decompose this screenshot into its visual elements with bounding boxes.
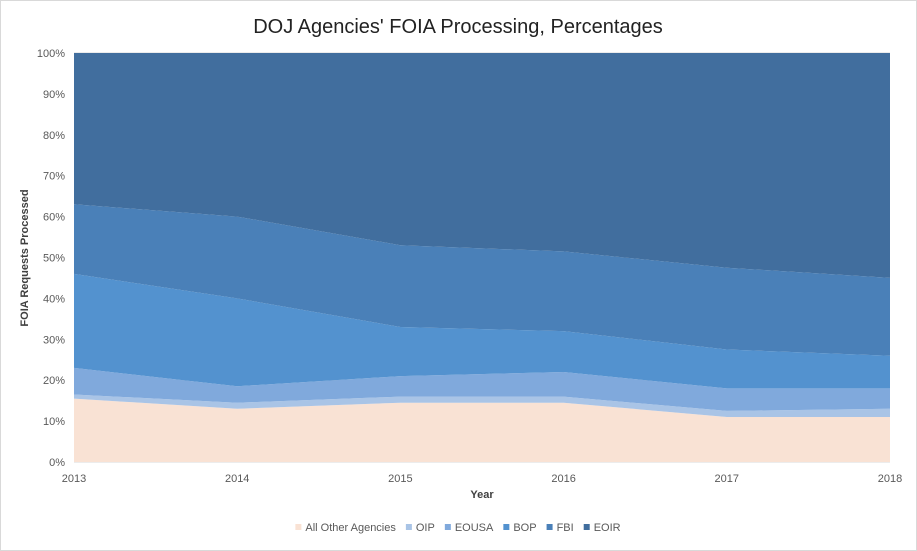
legend-label: FBI [557, 522, 574, 534]
legend-item: EOUSA [444, 522, 494, 534]
chart-title: DOJ Agencies' FOIA Processing, Percentag… [253, 16, 663, 38]
legend-swatch [583, 524, 590, 530]
legend-swatch [503, 524, 510, 530]
legend-items: All Other Agencies OIP EOUSA BOP FBI EOIR [295, 522, 621, 534]
area-oip [74, 394, 890, 417]
y-axis-title: FOIA Requests Processed [19, 189, 31, 326]
area-eoir [74, 53, 890, 278]
y-tick-label: 100% [37, 48, 65, 60]
legend-item: BOP [503, 522, 537, 534]
y-tick-label: 30% [43, 334, 65, 346]
x-tick-label: 2018 [878, 473, 902, 485]
x-tick-label: 2016 [551, 473, 575, 485]
y-axis-ticks: 0% 10% 20% 30% 40% 50% 60% 70% 80% 90% 100% [37, 48, 65, 469]
area-eousa [74, 367, 890, 411]
legend-label: BOP [513, 522, 536, 534]
x-axis-ticks: 2013 2014 2015 2016 2017 2018 [62, 473, 902, 485]
y-tick-label: 50% [43, 253, 65, 265]
x-tick-label: 2014 [225, 473, 249, 485]
x-tick-label: 2015 [388, 473, 412, 485]
legend-item: OIP [405, 522, 435, 534]
y-tick-label: 90% [43, 89, 65, 101]
legend-label: All Other Agencies [305, 522, 396, 534]
area-series [74, 53, 890, 462]
area-fbi [74, 204, 890, 356]
legend-swatch [444, 524, 451, 530]
legend-item: EOIR [583, 522, 621, 534]
legend-swatch [295, 524, 302, 530]
x-axis-title: Year [470, 489, 494, 501]
x-tick-label: 2017 [715, 473, 739, 485]
legend-label: EOIR [594, 522, 621, 534]
legend-item: FBI [546, 522, 574, 534]
legend-item: All Other Agencies [295, 522, 396, 534]
legend-label: OIP [416, 522, 435, 534]
legend-swatch [405, 524, 412, 530]
y-tick-label: 10% [43, 416, 65, 428]
y-tick-label: 40% [43, 293, 65, 305]
y-tick-label: 70% [43, 171, 65, 183]
y-tick-label: 20% [43, 375, 65, 387]
area-bop [74, 273, 890, 389]
y-tick-label: 80% [43, 130, 65, 142]
x-tick-label: 2013 [62, 473, 86, 485]
legend: All Other Agencies OIP EOUSA BOP FBI EOIR [295, 522, 621, 534]
y-tick-label: 0% [49, 457, 65, 469]
area-all-other-agencies [74, 398, 890, 462]
y-tick-label: 60% [43, 212, 65, 224]
legend-swatch [546, 524, 553, 530]
legend-label: EOUSA [455, 522, 494, 534]
